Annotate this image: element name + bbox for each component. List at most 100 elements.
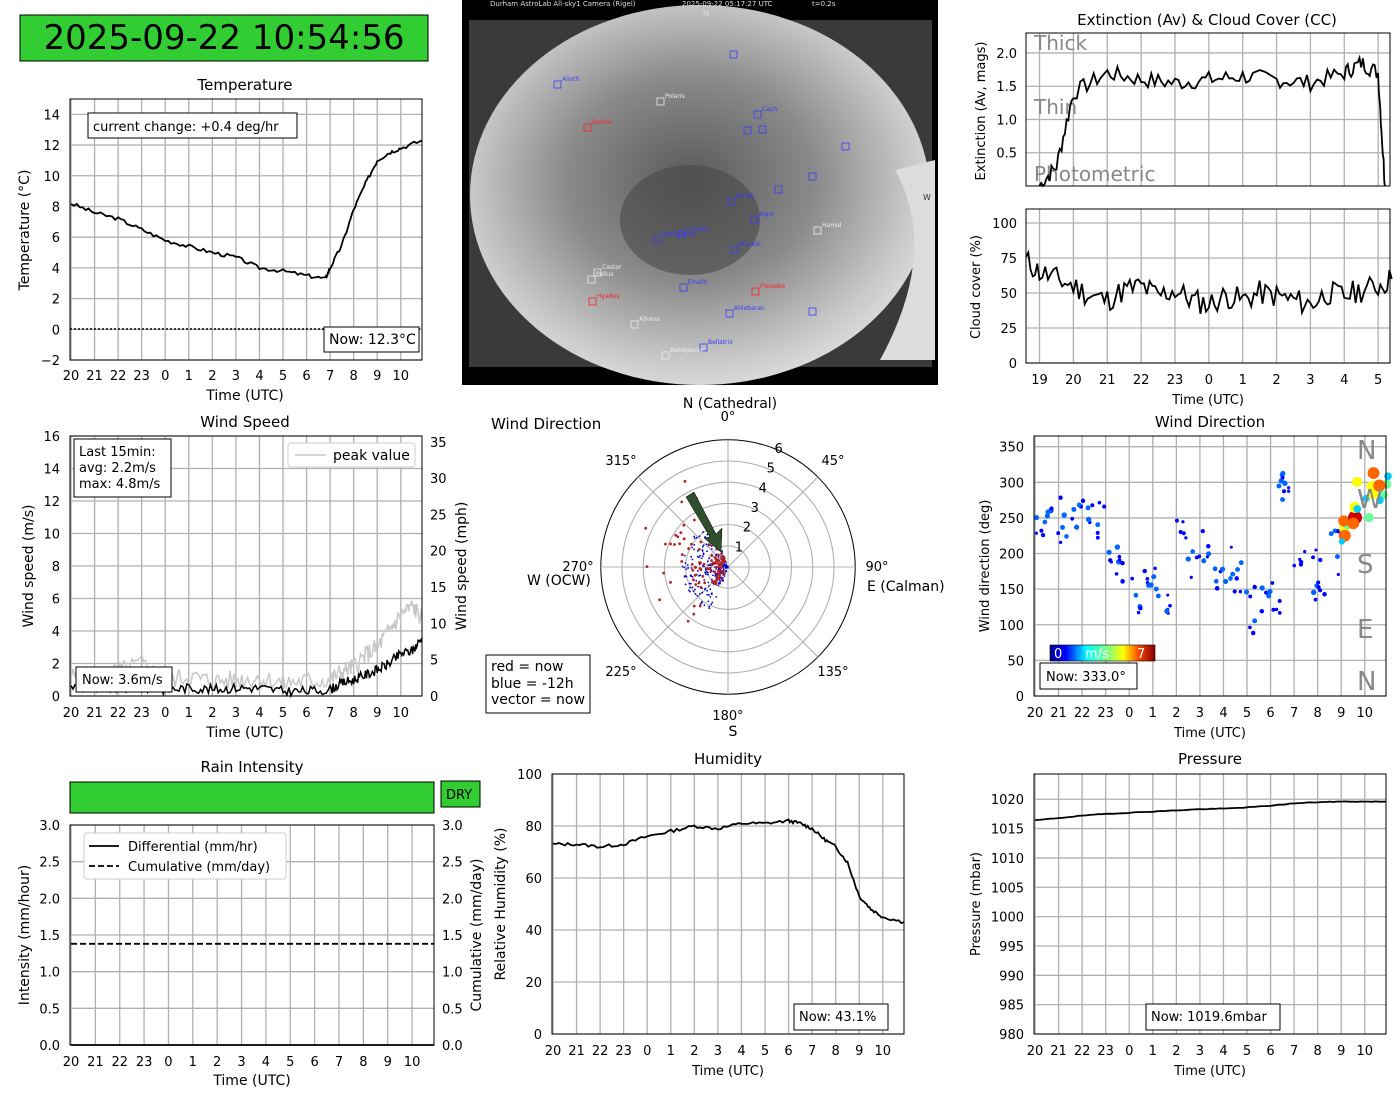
pressure-axes-frame: [1033, 773, 1387, 1035]
wind-direction-point: [1280, 475, 1285, 480]
wind-polar-east: E (Calman): [867, 579, 945, 595]
wind-polar-point-now: [678, 542, 682, 546]
wind-polar-ring-label: 1: [735, 540, 743, 555]
wind-direction-now: Now: 333.0°: [1046, 670, 1126, 685]
wind-direction-point: [1085, 505, 1091, 511]
wind-polar-point-old: [708, 605, 711, 608]
extinction-ytick: 2.0: [996, 47, 1017, 62]
allsky-unlabeled-marker: [743, 126, 752, 135]
wind-direction-point: [1310, 589, 1317, 596]
wind-direction-point: [1252, 618, 1258, 624]
cloud-xtick: 22: [1133, 373, 1150, 388]
temperature-now: Now: 12.3°C: [329, 332, 416, 348]
wind-direction-point: [1200, 528, 1205, 534]
humidity-title: Humidity: [694, 750, 762, 768]
allsky-star-marker: [653, 235, 662, 244]
wind-direction-point: [1120, 560, 1125, 566]
wind-polar-ring-label: 5: [767, 462, 775, 477]
wind-direction-ytick: 200: [999, 548, 1024, 563]
wind-speed-xlabel: Time (UTC): [205, 725, 283, 741]
wind-polar-point-old: [725, 570, 728, 572]
wind-direction-point: [1334, 554, 1340, 560]
allsky-star-marker: [730, 245, 739, 254]
humidity-xtick: 0: [643, 1044, 651, 1059]
wind-polar-point-old: [701, 545, 704, 548]
rain-xtick: 22: [111, 1055, 128, 1070]
wind-direction-point: [1228, 576, 1233, 581]
wind-polar-point-old: [706, 593, 709, 596]
wind-speed-ytick: 6: [52, 593, 60, 608]
allsky-unlabeled-marker: [841, 142, 850, 151]
wind-direction-xtick: 10: [1357, 706, 1374, 721]
temperature-xtick: 2: [208, 369, 216, 384]
wind-direction-point: [1097, 500, 1102, 505]
wind-speed-y2-ytick: 5: [430, 654, 438, 669]
wind-polar-point-old: [693, 548, 696, 551]
wind-speed-y2-ytick: 30: [430, 472, 447, 487]
wind-direction-point: [1318, 557, 1323, 563]
wind-polar-point-old: [683, 566, 686, 569]
cloud-xtick: 2: [1272, 373, 1280, 388]
wind-direction-point: [1318, 588, 1323, 593]
wind-speed-ytick: 16: [43, 430, 60, 445]
wind-direction-point: [1058, 495, 1063, 500]
wind-direction-point: [1376, 496, 1384, 505]
allsky-star-marker: [679, 283, 688, 292]
wind-direction-point: [1384, 472, 1392, 481]
rain-xtick: 5: [286, 1055, 294, 1070]
wind-direction-point: [1223, 578, 1229, 585]
cloud-ytick: 50: [1000, 287, 1017, 302]
wind-direction-point: [1314, 548, 1318, 552]
wind-speed-peak-line: [70, 600, 423, 692]
wind-polar-ring-label: 6: [775, 442, 783, 457]
allsky-star-marker: [588, 297, 597, 306]
wind-direction-point: [1232, 589, 1237, 594]
clock-text: 2025-09-22 10:54:56: [43, 18, 404, 58]
wind-direction-ytick: 100: [999, 619, 1024, 634]
rain-ytick: 0.0: [39, 1039, 60, 1054]
temperature-ytick: 2: [52, 293, 60, 308]
wind-direction-point: [1373, 479, 1386, 492]
extinction-y-ticks: 0.5 1.0 1.5 2.0: [996, 47, 1017, 162]
wind-direction-point: [1281, 489, 1287, 494]
wind-direction-xtick: 23: [1097, 706, 1114, 721]
wind-direction-point: [1322, 591, 1327, 597]
wind-direction-point: [1142, 568, 1147, 574]
wind-polar-point-old: [706, 589, 709, 592]
temperature-xtick: 0: [161, 369, 169, 384]
wind-direction-xtick: 21: [1050, 706, 1067, 721]
humidity-grid: [552, 773, 904, 1035]
wind-direction-point: [1238, 560, 1244, 566]
wind-polar-point-old: [725, 564, 728, 567]
wind-polar-point-now: [679, 531, 683, 535]
wind-speed-legend-box: [287, 442, 416, 468]
rain-xtick: 4: [262, 1055, 270, 1070]
rain-status-bar: [69, 781, 435, 814]
wind-polar-point-now: [720, 557, 723, 560]
humidity-xtick: 22: [592, 1044, 609, 1059]
pressure-y-ticks: 980 985 990 995 1000 1005 1010 1015 1020: [991, 793, 1024, 1043]
wind-polar-point-now: [702, 562, 706, 566]
wind-polar-point-old: [708, 557, 711, 560]
temperature-series-line: [70, 139, 423, 280]
allsky-star-marker: [587, 275, 596, 284]
wind-polar-point-now: [680, 553, 684, 556]
wind-polar-point-old: [723, 575, 726, 577]
allsky-star-label: Alhena: [639, 316, 660, 323]
wind-direction-point: [1040, 532, 1046, 538]
wind-polar-point-old: [706, 533, 709, 536]
wind-polar-point-now: [710, 554, 714, 557]
cloud-series-line: [1025, 249, 1393, 316]
allsky-star-marker: [630, 320, 639, 329]
temperature-xtick: 6: [302, 369, 310, 384]
wind-direction-ytick: 150: [999, 583, 1024, 598]
wind-polar-point-now: [710, 559, 713, 562]
wind-direction-point: [1205, 555, 1209, 559]
wind-direction-point: [1095, 530, 1100, 535]
wind-direction-point: [1151, 574, 1157, 580]
wind-polar-ring-label: 3: [751, 501, 759, 516]
wind-direction-ytick: 250: [999, 512, 1024, 527]
wind-polar-point-old: [698, 535, 701, 538]
temperature-xtick: 1: [185, 369, 193, 384]
